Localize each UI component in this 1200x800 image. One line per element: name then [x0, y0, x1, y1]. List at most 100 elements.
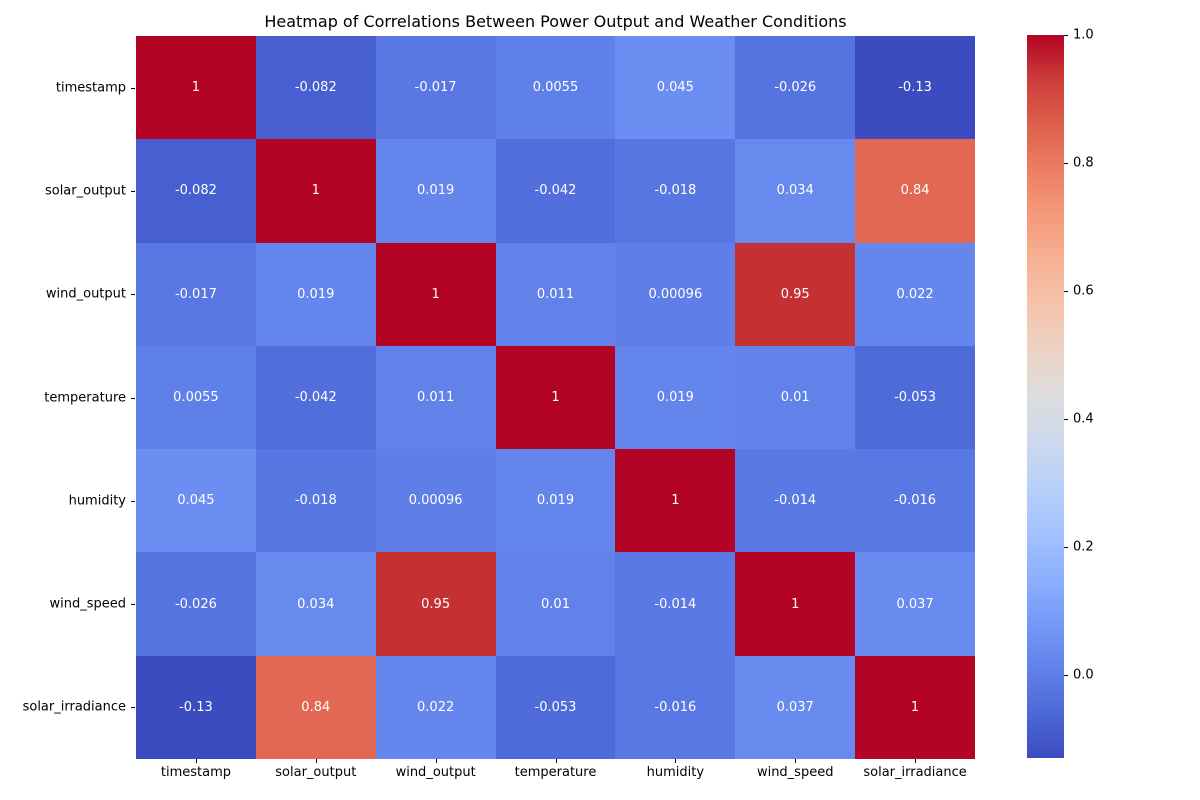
cell-value: 0.019: [417, 183, 455, 199]
colorbar-tick-label-0.0: 0.0: [1073, 667, 1094, 683]
y-tick-label-temperature: temperature: [44, 390, 126, 405]
heatmap-cell-solar_output-temperature: -0.042: [495, 139, 616, 243]
cell-value: 0.95: [780, 286, 810, 302]
cell-value: 1: [671, 493, 680, 509]
cell-value: 0.0055: [532, 80, 579, 96]
cell-value: -0.016: [894, 493, 937, 509]
heatmap-cell-wind_speed-timestamp: -0.026: [136, 552, 256, 656]
heatmap-cell-temperature-temperature: 1: [495, 345, 616, 450]
heatmap-cell-wind_output-temperature: 0.011: [495, 242, 616, 346]
cell-value: 0.84: [900, 183, 930, 199]
colorbar-tick-label-0.4: 0.4: [1073, 411, 1094, 427]
y-tick-mark: [131, 190, 135, 192]
colorbar-tick-label-0.2: 0.2: [1073, 539, 1094, 555]
heatmap-cell-wind_speed-wind_output: 0.95: [375, 552, 496, 656]
cell-value: -0.016: [654, 699, 697, 715]
colorbar-tick-mark: [1064, 674, 1068, 676]
cell-value: -0.017: [414, 80, 457, 96]
cell-value: -0.13: [179, 699, 213, 715]
colorbar-tick-mark: [1064, 546, 1068, 548]
chart-title: Heatmap of Correlations Between Power Ou…: [264, 12, 847, 31]
x-tick-label-solar_irradiance: solar_irradiance: [863, 765, 967, 780]
cell-value: 0.037: [896, 596, 934, 612]
cell-value: 1: [311, 183, 320, 199]
x-tick-mark: [315, 759, 317, 763]
cell-value: 0.019: [536, 493, 575, 509]
heatmap-cell-solar_output-solar_irradiance: 0.84: [855, 139, 975, 243]
heatmap-cell-humidity-wind_output: 0.00096: [375, 449, 496, 553]
x-tick-label-wind_output: wind_output: [395, 765, 476, 780]
heatmap-cell-wind_output-solar_irradiance: 0.022: [855, 242, 975, 346]
cell-value: -0.018: [654, 183, 697, 199]
heatmap-cell-wind_output-timestamp: -0.017: [136, 242, 256, 346]
cell-value: 1: [551, 389, 560, 405]
cell-value: -0.014: [774, 493, 817, 509]
cell-value: -0.082: [174, 183, 217, 199]
cell-value: -0.026: [774, 80, 817, 96]
heatmap-cell-timestamp-timestamp: 1: [136, 36, 256, 140]
cell-value: 0.00096: [408, 493, 463, 509]
cell-value: 0.011: [536, 286, 575, 302]
y-tick-label-humidity: humidity: [68, 493, 126, 509]
cell-value: -0.053: [534, 699, 577, 715]
heatmap-cell-wind_output-wind_output: 1: [375, 242, 496, 346]
heatmap-cell-timestamp-solar_output: -0.082: [255, 36, 376, 140]
heatmap-cell-temperature-timestamp: 0.0055: [136, 345, 256, 450]
y-tick-label-wind_output: wind_output: [45, 286, 126, 302]
heatmap-cell-solar_output-wind_speed: 0.034: [735, 139, 856, 243]
heatmap-cell-solar_output-timestamp: -0.082: [136, 139, 256, 243]
cell-value: 0.01: [541, 596, 570, 612]
y-tick-label-wind_speed: wind_speed: [49, 596, 126, 612]
heatmap-cell-solar_output-solar_output: 1: [255, 139, 376, 243]
cell-value: -0.13: [898, 80, 932, 96]
cell-value: -0.014: [654, 596, 697, 612]
cell-value: 0.01: [780, 389, 810, 405]
cell-value: 0.022: [417, 699, 455, 715]
x-tick-mark: [795, 759, 797, 763]
cell-value: -0.042: [534, 183, 577, 199]
colorbar: [1027, 35, 1064, 758]
colorbar-tick-label-0.8: 0.8: [1073, 155, 1094, 171]
heatmap-cell-timestamp-wind_output: -0.017: [375, 36, 496, 140]
x-tick-label-solar_output: solar_output: [275, 765, 357, 780]
y-tick-label-solar_irradiance: solar_irradiance: [22, 699, 126, 715]
colorbar-tick-label-1.0: 1.0: [1073, 27, 1094, 43]
y-tick-mark: [131, 397, 135, 399]
heatmap-grid: 1 -0.082 -0.017 0.0055 0.045 -0.026 -0.13 -0.08…: [136, 36, 975, 759]
x-tick-mark: [555, 759, 557, 763]
heatmap-cell-solar_irradiance-solar_irradiance: 1: [855, 655, 975, 759]
heatmap-cell-solar_irradiance-timestamp: -0.13: [136, 655, 256, 759]
heatmap-cell-solar_irradiance-solar_output: 0.84: [255, 655, 376, 759]
cell-value: 0.022: [896, 286, 934, 302]
cell-value: -0.053: [894, 389, 937, 405]
cell-value: 1: [431, 286, 440, 302]
cell-value: 1: [910, 699, 920, 715]
x-tick-label-wind_speed: wind_speed: [756, 765, 834, 780]
y-tick-mark: [131, 707, 135, 709]
heatmap-cell-timestamp-wind_speed: -0.026: [735, 36, 856, 140]
heatmap-cell-humidity-solar_irradiance: -0.016: [855, 449, 975, 553]
cell-value: 0.019: [297, 286, 335, 302]
x-tick-label-temperature: temperature: [514, 765, 597, 780]
y-tick-mark: [131, 604, 135, 606]
cell-value: 0.034: [776, 183, 814, 199]
cell-value: 0.045: [177, 493, 215, 509]
cell-value: 1: [791, 596, 800, 612]
x-tick-mark: [435, 759, 437, 763]
cell-value: 1: [191, 80, 201, 96]
heatmap-cell-wind_speed-temperature: 0.01: [495, 552, 616, 656]
y-tick-label-solar_output: solar_output: [44, 183, 126, 199]
heatmap-cell-timestamp-humidity: 0.045: [615, 36, 736, 140]
heatmap-cell-solar_irradiance-wind_output: 0.022: [375, 655, 496, 759]
y-tick-label-timestamp: timestamp: [55, 80, 126, 96]
heatmap-cell-humidity-temperature: 0.019: [495, 449, 616, 553]
heatmap-cell-temperature-wind_speed: 0.01: [735, 345, 856, 450]
x-tick-mark: [915, 759, 917, 763]
heatmap-cell-solar_irradiance-wind_speed: 0.037: [735, 655, 856, 759]
heatmap-cell-solar_output-humidity: -0.018: [615, 139, 736, 243]
cell-value: -0.042: [294, 389, 337, 405]
colorbar-tick-mark: [1064, 162, 1068, 164]
x-tick-mark: [675, 759, 677, 763]
cell-value: 0.00096: [648, 286, 703, 302]
